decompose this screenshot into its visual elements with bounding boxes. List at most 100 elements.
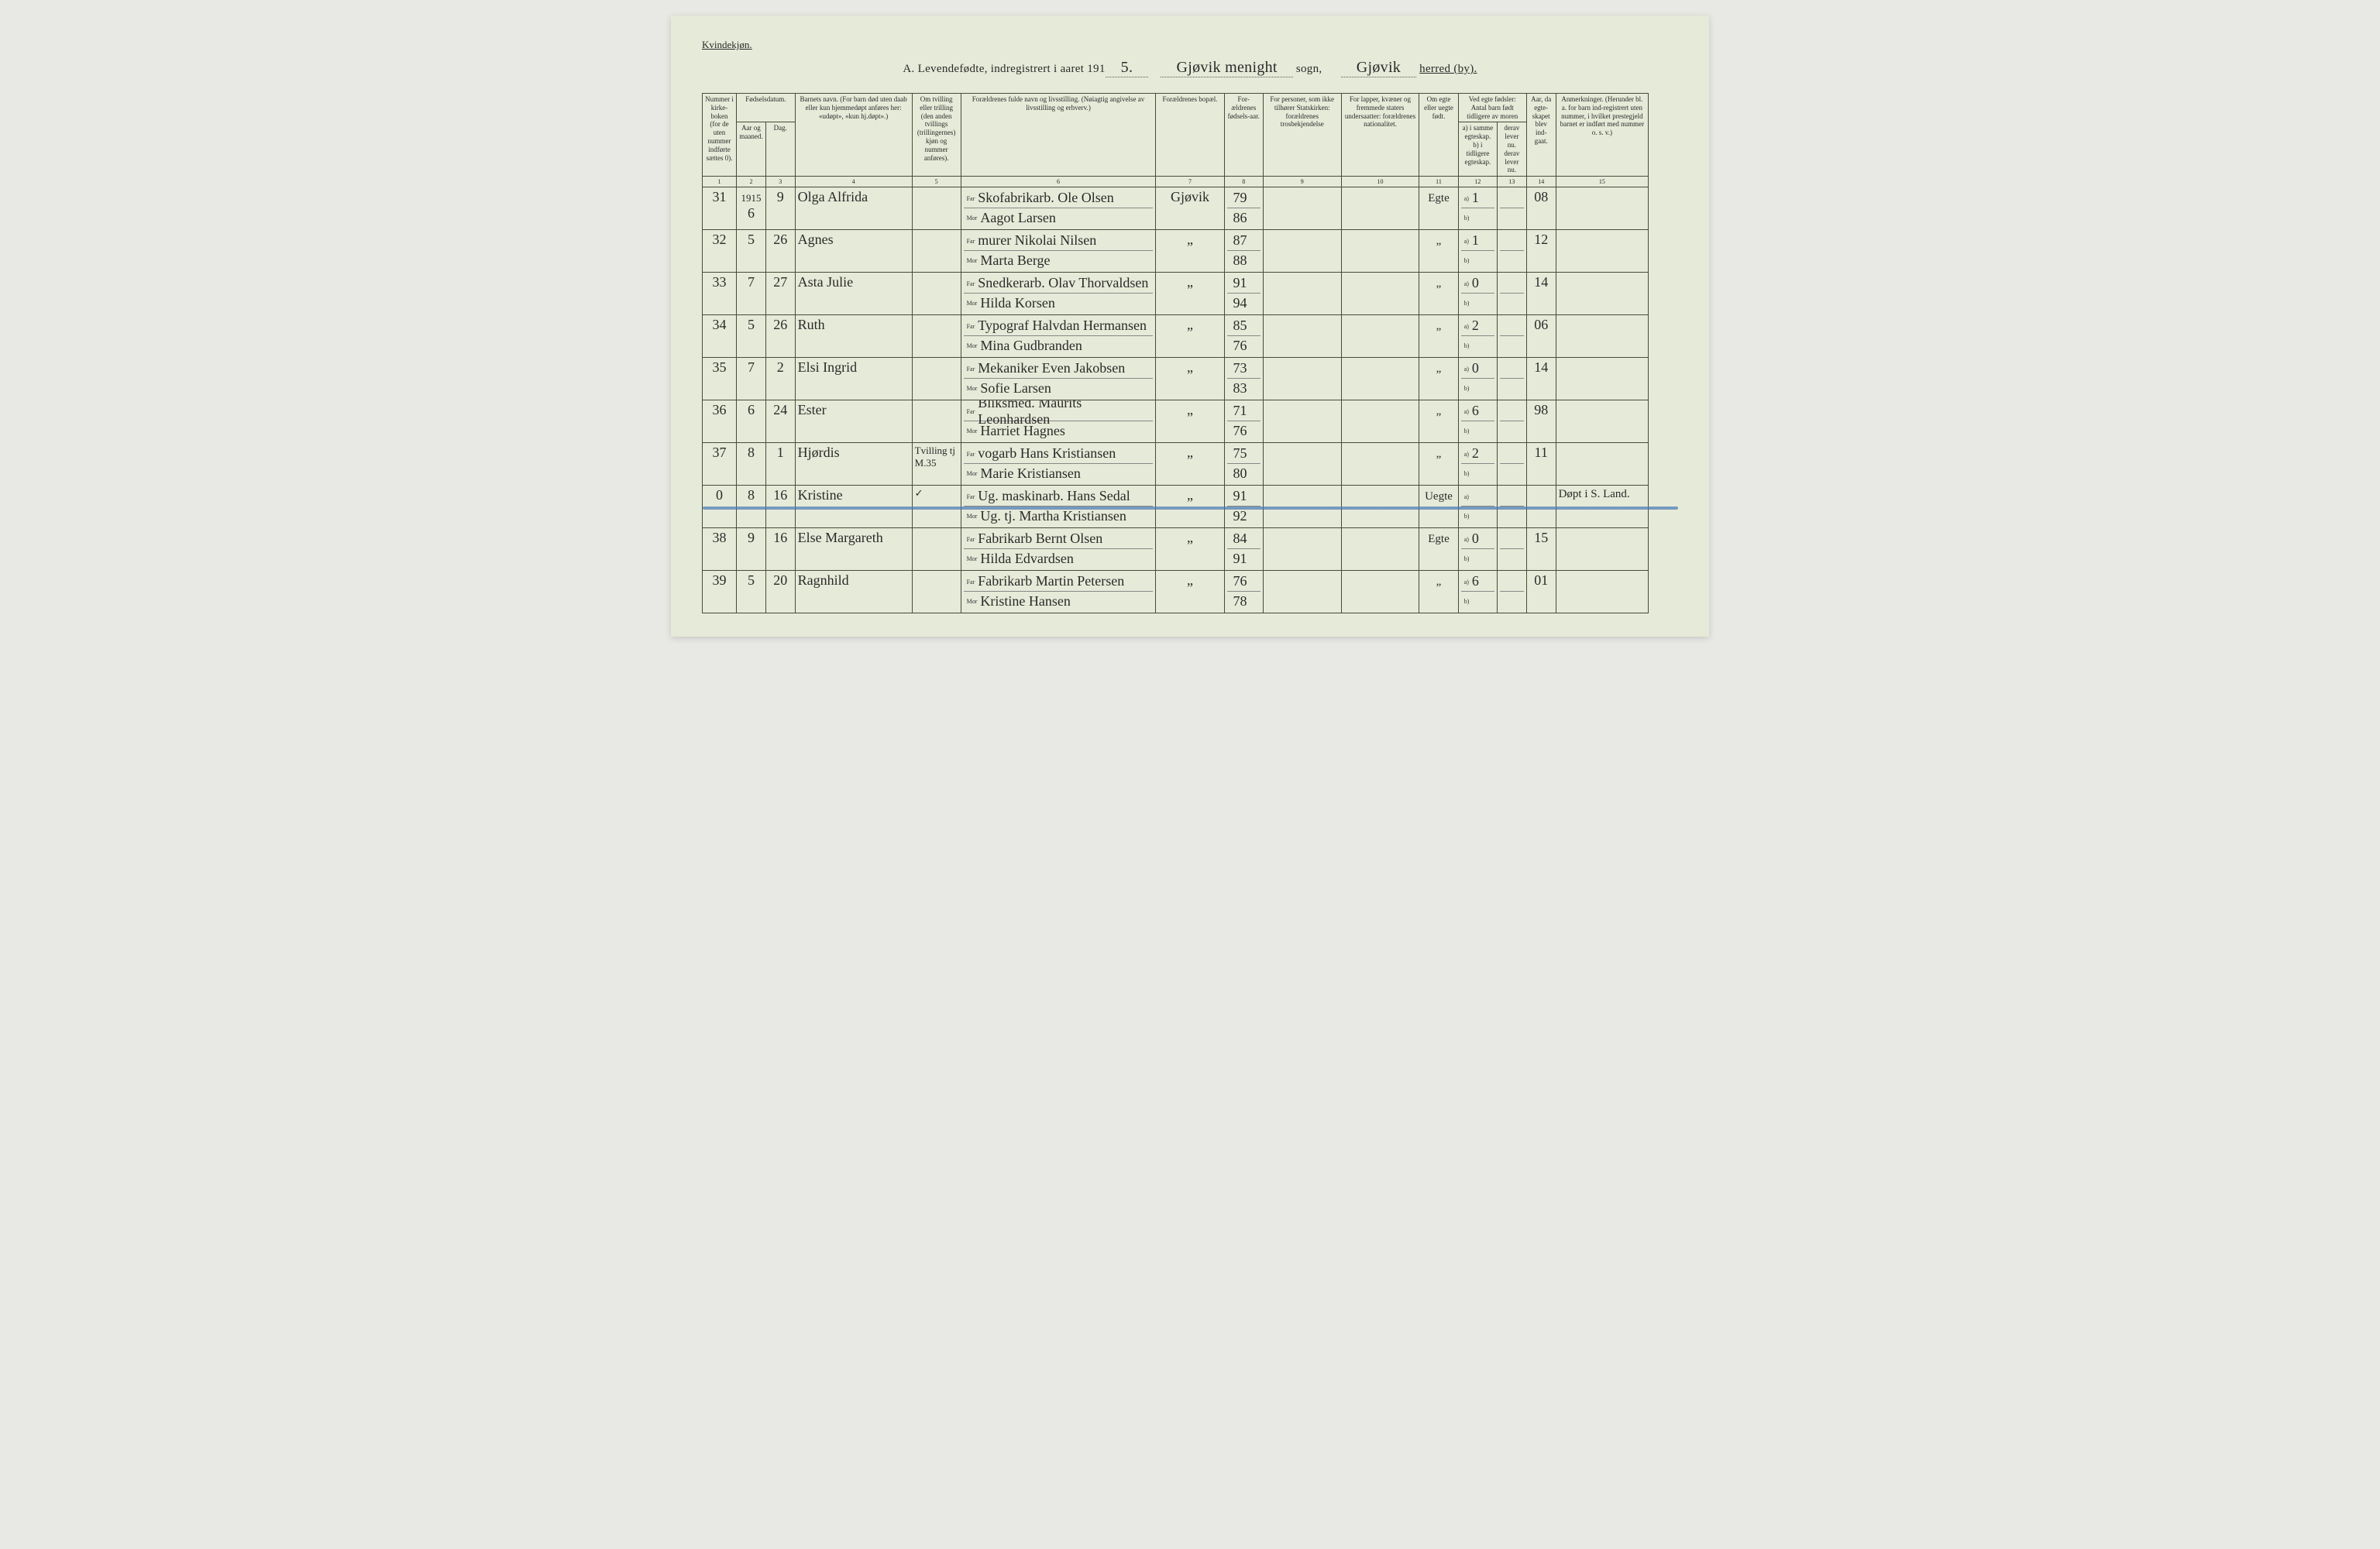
row-egte: „ [1419, 443, 1458, 486]
row-c15 [1556, 400, 1649, 443]
row-month: 7 [737, 273, 766, 315]
row-parent-years: 7580 [1224, 443, 1263, 486]
row-parent-years: 7176 [1224, 400, 1263, 443]
row-c9 [1263, 528, 1341, 571]
row-month: 19156 [737, 187, 766, 230]
row-month: 8 [737, 443, 766, 486]
table-body: 31191569Olga AlfridaFarSkofabrikarb. Ole… [703, 187, 1678, 613]
row-day: 26 [765, 315, 795, 358]
row-parents: FarTypograf Halvdan HermansenMorMina Gud… [961, 315, 1156, 358]
header-c14: Aar, da egte-skapet blev ind-gaat. [1526, 94, 1556, 177]
colnum-cell: 8 [1224, 177, 1263, 187]
row-ab2 [1498, 571, 1527, 613]
row-c14: 14 [1526, 273, 1556, 315]
row-day: 9 [765, 187, 795, 230]
row-c10 [1341, 571, 1419, 613]
row-twin [912, 358, 961, 400]
row-c15 [1556, 443, 1649, 486]
row-month: 5 [737, 571, 766, 613]
row-ab: a)0b) [1458, 273, 1497, 315]
row-c14: 01 [1526, 571, 1556, 613]
row-egte: Egte [1419, 187, 1458, 230]
row-num: 31 [703, 187, 737, 230]
register-page: Kvindekjøn. A. Levendefødte, indregistre… [671, 15, 1709, 637]
table-header: Nummer i kirke-boken (for de uten nummer… [703, 94, 1678, 187]
table-row: 36624EsterFarBliksmed. Maurits Leonhards… [703, 400, 1678, 443]
row-num: 35 [703, 358, 737, 400]
row-ab: a)0b) [1458, 528, 1497, 571]
row-day: 16 [765, 486, 795, 528]
row-c10 [1341, 187, 1419, 230]
row-parent-years: 7383 [1224, 358, 1263, 400]
row-parent-years: 9194 [1224, 273, 1263, 315]
row-name: Ester [795, 400, 912, 443]
herred-handwritten: Gjøvik [1341, 59, 1416, 77]
row-day: 26 [765, 230, 795, 273]
row-num: 34 [703, 315, 737, 358]
row-c15 [1556, 358, 1649, 400]
row-c9 [1263, 230, 1341, 273]
colnum-cell: 3 [765, 177, 795, 187]
row-c10 [1341, 273, 1419, 315]
row-ab2 [1498, 400, 1527, 443]
row-name: Else Margareth [795, 528, 912, 571]
row-parents: Farvogarb Hans KristiansenMorMarie Krist… [961, 443, 1156, 486]
colnum-cell: 13 [1498, 177, 1527, 187]
row-num: 39 [703, 571, 737, 613]
row-num: 36 [703, 400, 737, 443]
row-ab: a)b) [1458, 486, 1497, 528]
row-parent-years: 8788 [1224, 230, 1263, 273]
row-twin: ✓ [912, 486, 961, 528]
colnum-cell: 12 [1458, 177, 1497, 187]
header-c11: Om egte eller uegte født. [1419, 94, 1458, 177]
row-parent-years: 9192 [1224, 486, 1263, 528]
row-bopel: „ [1156, 571, 1224, 613]
row-egte: Uegte [1419, 486, 1458, 528]
register-table: Nummer i kirke-boken (for de uten nummer… [702, 93, 1678, 613]
row-name: Hjørdis [795, 443, 912, 486]
row-parent-years: 7678 [1224, 571, 1263, 613]
header-c12: a) i samme egteskap. b) i tidligere egte… [1458, 122, 1497, 177]
row-c9 [1263, 486, 1341, 528]
gender-label: Kvindekjøn. [702, 39, 1678, 51]
row-num: 37 [703, 443, 737, 486]
row-c15 [1556, 187, 1649, 230]
header-c15: Anmerkninger. (Herunder bl. a. for barn … [1556, 94, 1649, 177]
row-c10 [1341, 400, 1419, 443]
row-ab2 [1498, 443, 1527, 486]
table-row: 0816Kristine✓FarUg. maskinarb. Hans Seda… [703, 486, 1678, 528]
row-ab2 [1498, 315, 1527, 358]
row-month: 7 [737, 358, 766, 400]
table-row: 3572Elsi IngridFarMekaniker Even Jakobse… [703, 358, 1678, 400]
header-c7: Forældrenes bopæl. [1156, 94, 1224, 177]
header-c13: derav lever nu. derav lever nu. [1498, 122, 1527, 177]
row-c14: 08 [1526, 187, 1556, 230]
row-twin: Tvilling tj M.35 [912, 443, 961, 486]
row-bopel: „ [1156, 400, 1224, 443]
row-parents: FarBliksmed. Maurits LeonhardsenMorHarri… [961, 400, 1156, 443]
row-month: 5 [737, 230, 766, 273]
header-c12-group: Ved egte fødsler: Antal barn født tidlig… [1458, 94, 1526, 122]
row-day: 24 [765, 400, 795, 443]
row-bopel: „ [1156, 230, 1224, 273]
table-row: 39520RagnhildFarFabrikarb Martin Peterse… [703, 571, 1678, 613]
row-c10 [1341, 230, 1419, 273]
row-name: Asta Julie [795, 273, 912, 315]
row-c9 [1263, 400, 1341, 443]
row-day: 1 [765, 443, 795, 486]
row-c15 [1556, 528, 1649, 571]
row-c14 [1526, 486, 1556, 528]
row-c9 [1263, 358, 1341, 400]
table-row: 32526AgnesFarmurer Nikolai NilsenMorMart… [703, 230, 1678, 273]
table-row: 3781HjørdisTvilling tj M.35Farvogarb Han… [703, 443, 1678, 486]
row-egte: „ [1419, 315, 1458, 358]
page-title: A. Levendefødte, indregistrert i aaret 1… [702, 59, 1678, 77]
row-c15 [1556, 230, 1649, 273]
colnum-row: 123456789101112131415 [703, 177, 1678, 187]
row-egte: „ [1419, 230, 1458, 273]
row-parents: Farmurer Nikolai NilsenMorMarta Berge [961, 230, 1156, 273]
colnum-cell: 9 [1263, 177, 1341, 187]
row-c9 [1263, 187, 1341, 230]
row-ab: a)0b) [1458, 358, 1497, 400]
row-name: Olga Alfrida [795, 187, 912, 230]
